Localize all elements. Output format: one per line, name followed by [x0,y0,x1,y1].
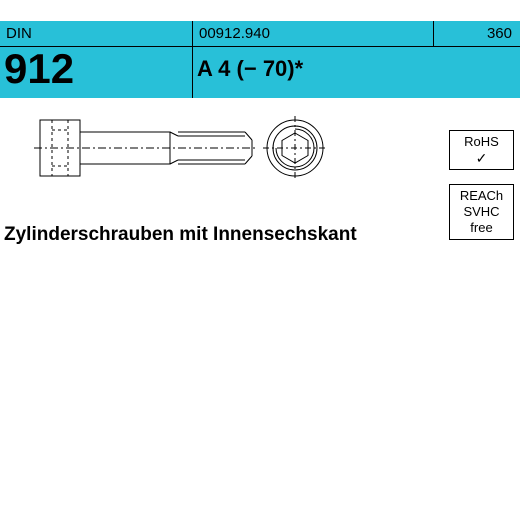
reach-line3: free [450,220,513,236]
header-row-bottom: 912 A 4 (− 70)* [0,46,520,96]
rohs-badge: RoHS ✓ [449,130,514,170]
article-code: 00912.940 [199,21,459,46]
standard-number: 912 [0,46,197,96]
header-row-top: DIN 00912.940 360 [0,21,520,46]
header-divider-v1 [192,21,193,98]
din-label: DIN [0,21,199,46]
reach-line1: REACh [450,188,513,204]
header-bar: DIN 00912.940 360 912 A 4 (− 70)* [0,21,520,98]
header-divider-h [0,46,520,47]
rohs-label: RoHS [450,134,513,150]
reach-badge: REACh SVHC free [449,184,514,240]
pack-qty: 360 [459,21,520,46]
product-description: Zylinderschrauben mit Innensechskant [4,224,357,246]
screw-drawing [30,108,330,188]
product-spec-card: DIN 00912.940 360 912 A 4 (− 70)* [0,0,520,520]
reach-line2: SVHC [450,204,513,220]
material-grade: A 4 (− 70)* [197,46,520,96]
check-icon: ✓ [450,150,513,166]
header-divider-v2 [433,21,434,46]
